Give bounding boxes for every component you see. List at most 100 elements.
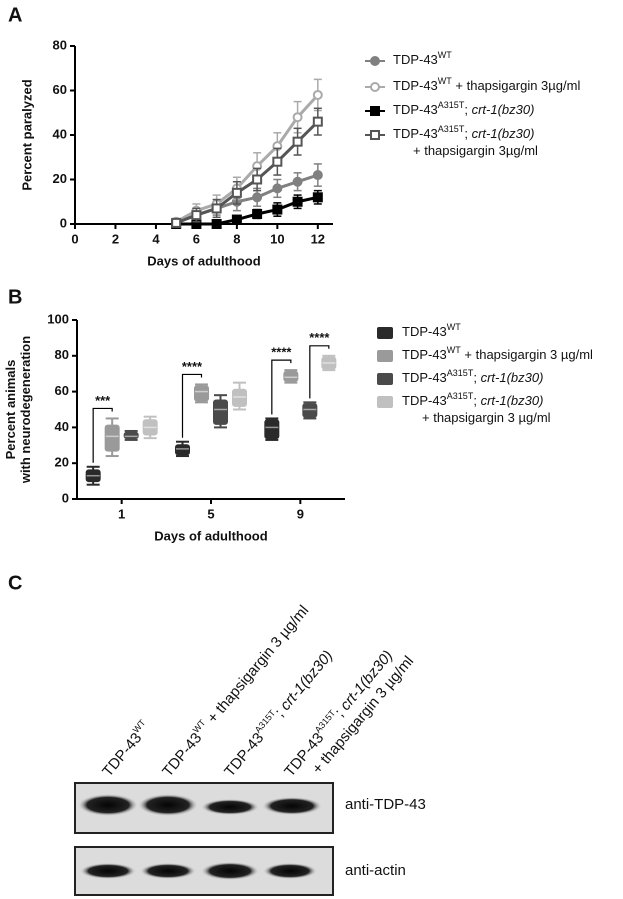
y-tick-label: 80 (55, 347, 69, 362)
marker (191, 210, 202, 221)
text-run: TDP-43 (99, 730, 145, 781)
text-run: + thapsigargin 3µg/ml (413, 143, 538, 158)
text-run: A315T (447, 391, 474, 401)
x-tick-label: 0 (71, 231, 78, 246)
y-tick-label: 20 (53, 171, 67, 186)
significance-label: **** (271, 345, 292, 360)
box (104, 424, 120, 452)
x-axis-label: Days of adulthood (147, 253, 260, 268)
text-run: A315T (447, 368, 474, 378)
marker (292, 136, 303, 147)
text-run: TDP-43 (402, 324, 447, 339)
y-axis-label: Percent animals (3, 360, 18, 460)
text-run: + thapsigargin 3 µg/ml (422, 410, 551, 425)
text-run: + thapsigargin 3µg/ml (452, 78, 581, 93)
text-run: TDP-43 (402, 347, 447, 362)
text-run: ; (464, 126, 471, 141)
row-label: anti-TDP-43 (345, 796, 426, 813)
legend-label: TDP-43WT + thapsigargin 3µg/ml (393, 76, 580, 93)
legend-swatch (377, 327, 393, 339)
x-tick-label: 8 (233, 231, 240, 246)
box (175, 444, 190, 456)
legend-label: TDP-43A315T; crt-1(bz30) (402, 368, 543, 385)
text-run: WT (438, 50, 452, 60)
significance-label: *** (95, 393, 111, 408)
x-tick-label: 9 (297, 506, 304, 521)
text-run: TDP-43 (221, 730, 267, 781)
text-run: A315T (438, 124, 465, 134)
text-run: crt-1(bz30) (472, 102, 535, 117)
marker (292, 176, 303, 187)
x-tick-label: 5 (207, 506, 214, 521)
box (232, 388, 247, 407)
y-tick-label: 40 (55, 419, 69, 434)
box (264, 419, 280, 440)
text-run: ; (473, 393, 480, 408)
panel-label: C (8, 572, 22, 594)
text-run: WT (447, 322, 461, 332)
x-tick-label: 12 (311, 231, 325, 246)
marker (312, 192, 323, 203)
y-axis-label: Percent paralyzed (19, 79, 34, 190)
marker (252, 174, 263, 185)
y-tick-label: 0 (60, 215, 67, 230)
marker (252, 208, 263, 219)
band (78, 794, 138, 816)
text-run: TDP-43 (393, 126, 438, 141)
x-axis-label: Days of adulthood (154, 528, 267, 543)
text-run: crt-1(bz30) (481, 393, 544, 408)
text-run: TDP-43 (393, 52, 438, 67)
text-run: crt-1(bz30) (472, 126, 535, 141)
y-tick-label: 100 (47, 311, 69, 326)
legend-label: TDP-43A315T; crt-1(bz30) (393, 100, 534, 117)
text-run: WT (438, 76, 452, 86)
legend-swatch (377, 373, 393, 385)
legend-label: TDP-43WT (402, 322, 461, 339)
marker (272, 183, 283, 194)
band (138, 794, 198, 816)
marker (171, 217, 182, 228)
legend-marker (370, 106, 380, 116)
band (201, 799, 259, 815)
panel-label: B (8, 286, 22, 308)
y-tick-label: 20 (55, 455, 69, 470)
y-tick-label: 60 (53, 82, 67, 97)
marker (292, 112, 303, 123)
lane-label: TDP-43WT (98, 717, 155, 780)
box (194, 385, 209, 402)
marker (231, 187, 242, 198)
legend-swatch (377, 350, 393, 362)
row-label: anti-actin (345, 862, 406, 879)
text-run: crt-1(bz30) (481, 370, 544, 385)
x-tick-label: 1 (118, 506, 125, 521)
text-run: crt-1(bz30) (277, 647, 337, 713)
marker (211, 219, 222, 229)
x-tick-label: 2 (112, 231, 119, 246)
marker (312, 116, 323, 127)
marker (312, 89, 323, 100)
box (123, 431, 139, 440)
text-run: TDP-43 (393, 78, 438, 93)
significance-bracket (271, 359, 292, 415)
box (283, 370, 299, 382)
text-run: WT (447, 345, 461, 355)
y-tick-label: 80 (53, 37, 67, 52)
legend-marker (370, 56, 380, 66)
text-run: ; (473, 370, 480, 385)
text-run: A315T (438, 100, 465, 110)
band (80, 863, 136, 879)
marker (292, 196, 303, 207)
marker (272, 204, 283, 215)
legend-marker (370, 82, 380, 92)
x-tick-label: 4 (152, 231, 160, 246)
y-tick-label: 40 (53, 126, 67, 141)
panel-label: A (8, 4, 22, 26)
y-tick-label: 0 (62, 490, 69, 505)
legend-label: TDP-43A315T; crt-1(bz30) + thapsigargin 3… (393, 124, 538, 158)
lane-label: TDP-43A315T; crt-1(bz30)+ thapsigargin 3… (280, 639, 417, 792)
marker (211, 203, 222, 214)
significance-bracket (92, 407, 113, 463)
x-tick-label: 6 (193, 231, 200, 246)
band (263, 863, 317, 879)
